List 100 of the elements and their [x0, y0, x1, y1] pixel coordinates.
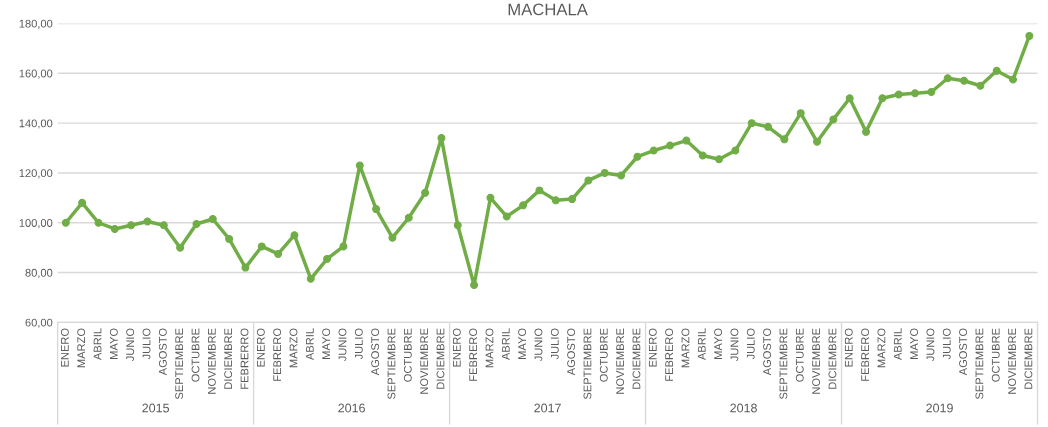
x-tick-label: DICIEMBRE — [828, 328, 837, 389]
x-tick-label: MARZO — [485, 328, 494, 368]
point — [796, 109, 805, 118]
x-tick-label: SEPTIEMBRE — [975, 328, 984, 400]
point — [519, 201, 528, 210]
point — [551, 196, 560, 205]
x-tick-label: SEPTIEMBRE — [583, 328, 592, 400]
x-tick-label: MARZO — [77, 328, 86, 368]
point — [404, 213, 413, 222]
point — [159, 221, 168, 230]
point — [698, 151, 707, 160]
point — [274, 249, 283, 258]
x-tick-label: ABRIL — [306, 328, 314, 361]
x-tick-label: ENERO — [256, 328, 265, 367]
point — [992, 66, 1001, 75]
x-tick-label: FEBRERO — [861, 328, 870, 381]
point — [176, 243, 185, 252]
point — [453, 221, 462, 230]
x-tick-label: ENERO — [648, 328, 657, 367]
x-tick-label: SEPTIEMBRE — [779, 328, 788, 400]
x-tick-label: JULIO — [550, 328, 559, 360]
x-tick-label: MAYO — [322, 328, 331, 359]
point — [257, 242, 266, 251]
point — [813, 137, 822, 146]
x-tick-label: FEBRERO — [665, 328, 674, 381]
x-tick-label: ABRIL — [501, 328, 510, 361]
text: 2018 — [730, 403, 757, 413]
x-tick-label: ABRIL — [697, 328, 706, 361]
point — [388, 233, 397, 242]
point — [764, 122, 773, 131]
point — [633, 152, 642, 161]
x-tick-label: JUNIO — [534, 328, 543, 362]
x-tick-label: MAYO — [109, 328, 118, 359]
point — [192, 220, 201, 228]
x-tick-label: NOVIEMBRE — [207, 328, 216, 394]
point — [731, 146, 740, 155]
x-tick-label: NOVIEMBRE — [1008, 328, 1017, 394]
x-tick-label: ENERO — [452, 328, 461, 367]
point — [306, 274, 315, 283]
x-tick-label: JUNIO — [338, 328, 347, 362]
text: 2015 — [142, 403, 170, 413]
x-tick-label: MAYO — [518, 328, 527, 359]
chart-title: MACHALA — [508, 3, 588, 16]
x-tick-label: JULIO — [142, 328, 151, 360]
point — [502, 212, 511, 221]
x-tick-label: SEPTIEMBRE — [387, 328, 396, 400]
y-tick-label: 180,00 — [19, 19, 53, 29]
text: 2019 — [926, 403, 953, 413]
point — [437, 134, 446, 143]
point — [225, 234, 234, 243]
x-tick-label: MARZO — [289, 328, 298, 368]
point — [747, 119, 756, 128]
x-tick-label: FEBRERRO — [240, 328, 249, 389]
point — [682, 136, 691, 145]
x-tick-label: FEBRERO — [469, 328, 478, 381]
point — [290, 231, 299, 240]
x-tick-label: SEPTIEMBRE — [175, 328, 184, 400]
point — [486, 193, 495, 202]
x-tick-label: NOVIEMBRE — [812, 328, 821, 394]
point — [339, 242, 348, 251]
y-tick-label: 120,00 — [19, 169, 53, 179]
point — [535, 186, 544, 195]
x-tick-label: JULIO — [942, 328, 951, 360]
point — [110, 224, 119, 233]
y-tick-label: 60,00 — [25, 318, 53, 328]
point — [78, 198, 87, 207]
point — [649, 146, 658, 155]
x-tick-label: DICIEMBRE — [224, 328, 233, 389]
point — [355, 161, 364, 170]
x-tick-label: JULIO — [354, 328, 363, 360]
point — [829, 115, 838, 124]
point — [584, 176, 593, 185]
point — [911, 89, 920, 98]
point — [143, 217, 152, 226]
point — [208, 215, 217, 224]
point — [666, 141, 675, 150]
x-tick-label: ENERO — [844, 328, 853, 367]
point — [927, 87, 936, 96]
x-tick-label: ENERO — [60, 328, 69, 367]
point — [976, 81, 985, 90]
x-tick-label: ABRIL — [893, 328, 902, 361]
x-tick-label: MARZO — [877, 328, 886, 368]
x-tick-label: AGOSTO — [158, 328, 167, 376]
y-tick-label: 80,00 — [25, 268, 53, 279]
x-tick-label: MARZO — [681, 328, 690, 368]
x-tick-label: DICIEMBRE — [632, 328, 641, 389]
y-tick-label: 100,00 — [19, 219, 53, 229]
point — [470, 281, 479, 290]
x-tick-label: JUNIO — [730, 328, 739, 362]
x-tick-label: NOVIEMBRE — [420, 328, 429, 394]
point — [617, 171, 626, 180]
x-tick-label: AGOSTO — [763, 328, 772, 376]
point — [1009, 75, 1018, 84]
y-tick-label: 160,00 — [19, 69, 53, 79]
x-tick-label: JUNIO — [126, 328, 135, 362]
text: 2017 — [534, 403, 561, 413]
point — [862, 127, 871, 136]
point — [94, 218, 103, 227]
point — [878, 94, 887, 103]
x-tick-label: MAYO — [910, 328, 919, 359]
